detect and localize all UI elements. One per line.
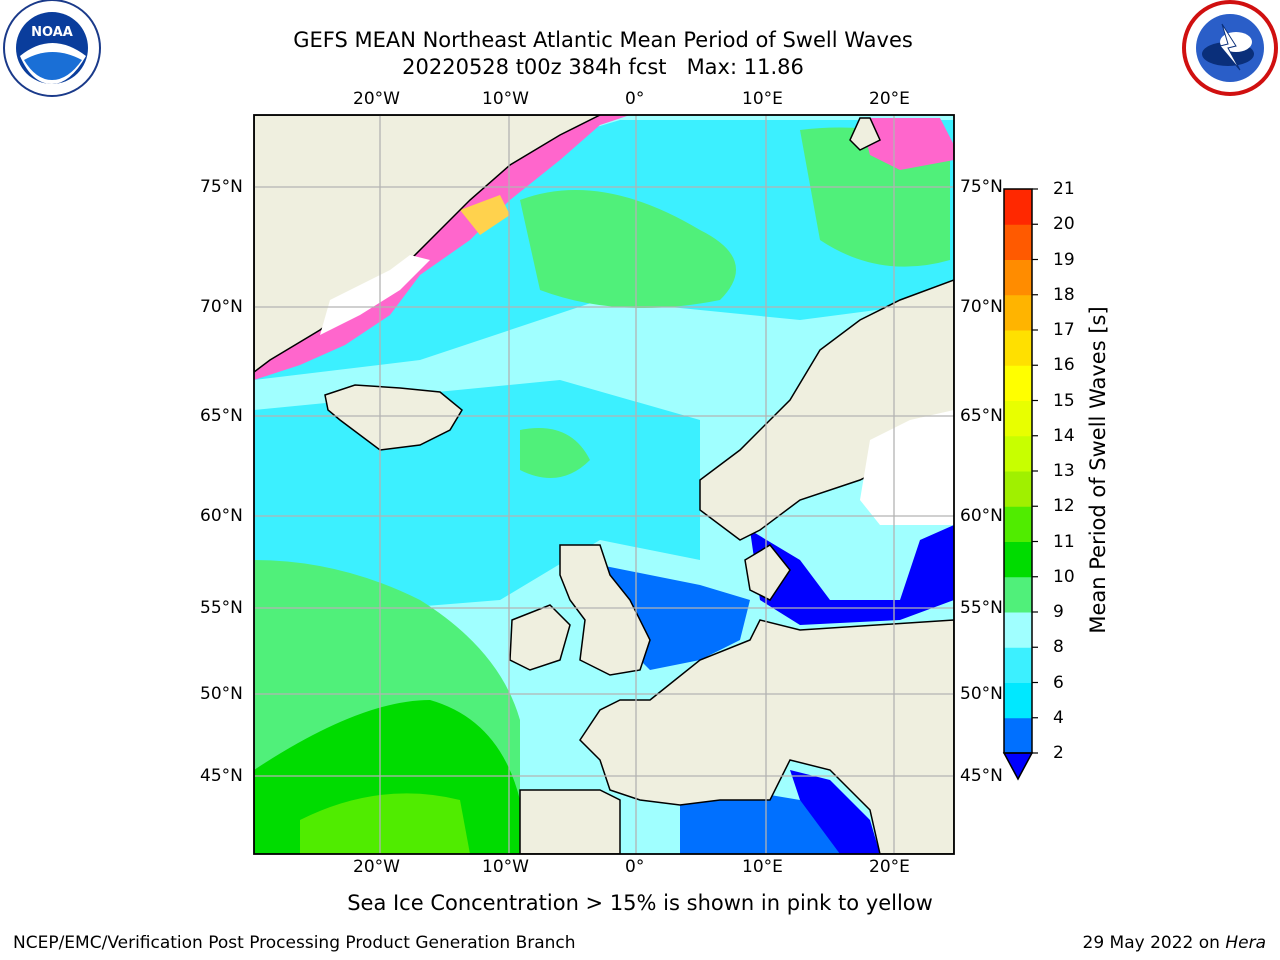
lat-tick-left: 50°N — [200, 684, 243, 704]
gulf-of-bothnia-ice-free — [860, 410, 954, 525]
lon-tick-top: 10°W — [482, 89, 529, 109]
colorbar-tick-label: 17 — [1053, 320, 1075, 340]
colorbar — [1002, 188, 1038, 781]
footer-credit: NCEP/EMC/Verification Post Processing Pr… — [13, 933, 576, 953]
swell-patch-faroe — [520, 428, 590, 478]
colorbar-swatch — [1004, 435, 1032, 472]
swell-patch-north — [520, 190, 736, 308]
great-britain-land — [559, 544, 651, 676]
colorbar-swatch — [1004, 259, 1032, 296]
colorbar-swatch — [1004, 541, 1032, 578]
lon-tick-bottom: 10°E — [742, 857, 783, 877]
lat-tick-left: 45°N — [200, 766, 243, 786]
colorbar-swatch — [1004, 612, 1032, 648]
lat-tick-left: 65°N — [200, 406, 243, 426]
baltic-low-period — [750, 525, 954, 625]
colorbar-under-arrow — [1002, 752, 1034, 781]
iberia-land — [519, 789, 621, 854]
footer-date-text: 29 May 2022 on — [1082, 933, 1226, 953]
map-frame — [253, 114, 955, 855]
colorbar-tick-label: 10 — [1053, 566, 1075, 587]
lon-tick-top: 10°E — [742, 89, 783, 109]
sea-ice-caption: Sea Ice Concentration > 15% is shown in … — [347, 891, 933, 915]
colorbar-swatch — [1004, 365, 1032, 401]
colorbar-swatch — [1004, 682, 1032, 719]
colorbar-tick-label: 2 — [1053, 743, 1064, 763]
lat-tick-left: 70°N — [200, 297, 243, 317]
lat-tick-left: 55°N — [200, 598, 243, 618]
lat-tick-right: 70°N — [960, 297, 1003, 317]
lat-tick-right: 60°N — [960, 506, 1003, 526]
colorbar-swatch — [1004, 647, 1032, 683]
lon-tick-bottom: 20°W — [353, 857, 400, 877]
colorbar-tick-label: 20 — [1053, 214, 1075, 235]
colorbar-swatch — [1004, 224, 1032, 260]
map-graticule — [254, 115, 954, 854]
lat-tick-left: 60°N — [200, 506, 243, 526]
colorbar-tick-label: 18 — [1053, 284, 1075, 305]
iceland-land — [324, 384, 463, 451]
colorbar-tick-label: 19 — [1053, 249, 1075, 270]
colorbar-tick-label: 12 — [1053, 496, 1075, 517]
colorbar-swatch — [1004, 294, 1032, 331]
svalbard-land — [849, 117, 881, 151]
lon-tick-top: 0° — [625, 89, 645, 109]
colorbar-swatch — [1004, 471, 1032, 507]
colorbar-tick-label: 21 — [1053, 179, 1075, 199]
lat-tick-right: 65°N — [960, 406, 1003, 426]
adriatic-low-period — [790, 770, 880, 854]
map-area — [254, 115, 954, 854]
colorbar-swatch — [1004, 330, 1032, 366]
lat-tick-left: 75°N — [200, 177, 243, 197]
lat-tick-right: 55°N — [960, 598, 1003, 618]
lon-tick-bottom: 20°E — [869, 857, 910, 877]
sea-ice-edge-svalbard — [860, 118, 954, 170]
ireland-land — [509, 604, 571, 671]
colorbar-tick-label: 15 — [1053, 390, 1075, 411]
colorbar-tick-label: 16 — [1053, 355, 1075, 376]
colorbar-tick-label: 9 — [1053, 602, 1064, 622]
lon-tick-bottom: 0° — [625, 857, 645, 877]
continental-europe-land — [579, 619, 954, 854]
footer-date: 29 May 2022 on Hera — [1083, 933, 1267, 953]
colorbar-title: Mean Period of Swell Waves [s] — [1086, 306, 1110, 634]
colorbar-swatch — [1004, 576, 1032, 613]
colorbar-swatch — [1004, 189, 1032, 225]
lon-tick-top: 20°W — [353, 89, 400, 109]
colorbar-tick-label: 11 — [1053, 531, 1075, 552]
colorbar-tick-label: 4 — [1053, 707, 1064, 728]
colorbar-tick-label: 13 — [1053, 461, 1075, 481]
colorbar-swatch — [1004, 506, 1032, 542]
lat-tick-right: 50°N — [960, 684, 1003, 704]
noaa-logo: NOAA — [3, 0, 101, 97]
lon-tick-bottom: 10°W — [482, 857, 529, 877]
lat-tick-right: 75°N — [960, 177, 1003, 197]
colorbar-swatch — [1004, 717, 1032, 754]
colorbar-tick-label: 6 — [1053, 672, 1064, 693]
colorbar-tick-label: 8 — [1053, 637, 1064, 658]
lon-tick-top: 20°E — [869, 89, 910, 109]
nws-logo — [1182, 0, 1278, 96]
svg-text:NOAA: NOAA — [31, 25, 73, 40]
colorbar-tick-label: 14 — [1053, 425, 1075, 446]
greenland-ice-sheet — [320, 255, 430, 335]
colorbar-swatch — [1004, 400, 1032, 437]
chart-subtitle: 20220528 t00z 384h fcst Max: 11.86 — [402, 55, 804, 79]
footer-host: Hera — [1225, 933, 1266, 953]
chart-title: GEFS MEAN Northeast Atlantic Mean Period… — [293, 28, 913, 52]
sea-ice-yellow-patch — [460, 195, 510, 235]
swell-band-11-12 — [300, 793, 470, 854]
lat-tick-right: 45°N — [960, 766, 1003, 786]
